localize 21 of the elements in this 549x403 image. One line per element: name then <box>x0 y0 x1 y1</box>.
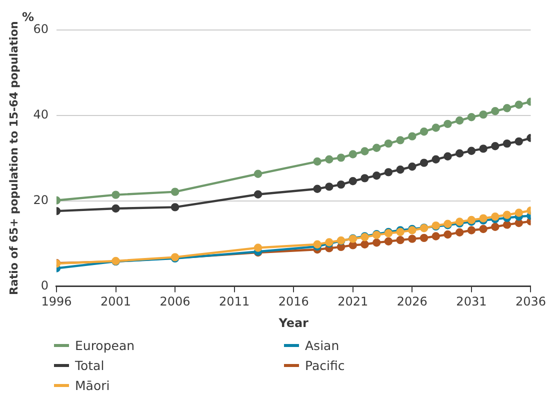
legend-label: European <box>75 338 135 352</box>
x-tick-label: 2006 <box>160 294 190 309</box>
x-tick-label: 2016 <box>278 294 309 309</box>
y-tick-label: 40 <box>33 108 48 122</box>
y-tick-label: 60 <box>33 22 48 36</box>
x-tick-label: 2026 <box>396 294 428 309</box>
y-tick-label: 20 <box>33 192 48 207</box>
y-axis-title: Ratio of 65+ population to 15-64 population <box>7 21 20 296</box>
x-tick-label: 2011 <box>219 294 250 309</box>
x-tick-label: 2001 <box>100 294 132 309</box>
y-tick-label: 0 <box>40 278 48 292</box>
legend-label: Total <box>75 358 104 372</box>
x-tick-label: 2036 <box>515 294 546 309</box>
x-tick-label: 2021 <box>338 294 368 309</box>
x-axis-title: Year <box>278 316 309 330</box>
legend-label: Māori <box>75 378 110 392</box>
legend-label: Asian <box>305 338 340 352</box>
text: % <box>22 10 34 24</box>
x-tick-label: 1996 <box>41 294 72 309</box>
x-tick-label: 2031 <box>456 294 487 309</box>
legend-label: Pacific <box>305 358 345 372</box>
